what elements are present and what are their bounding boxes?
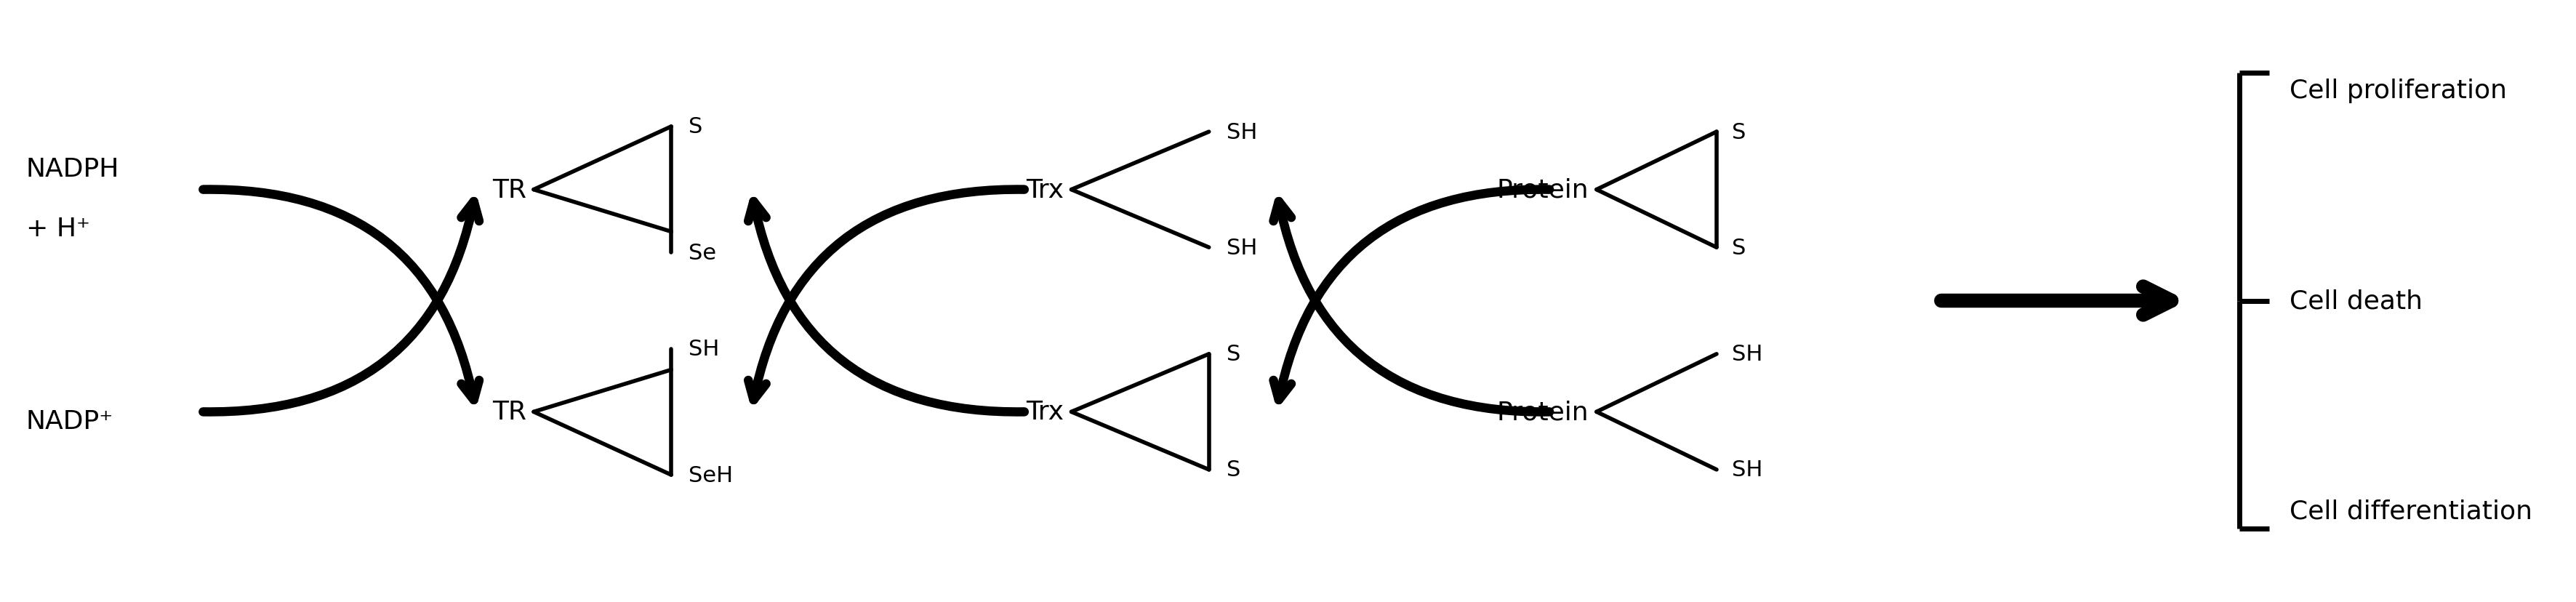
Text: NADP⁺: NADP⁺ bbox=[26, 409, 113, 433]
Text: SeH: SeH bbox=[688, 465, 734, 486]
Text: Cell proliferation: Cell proliferation bbox=[2290, 79, 2506, 104]
Text: S: S bbox=[688, 116, 703, 137]
Text: Trx: Trx bbox=[1025, 400, 1064, 424]
Text: Protein: Protein bbox=[1497, 178, 1589, 202]
Text: Protein: Protein bbox=[1497, 400, 1589, 424]
Text: TR: TR bbox=[492, 178, 526, 202]
Text: SH: SH bbox=[1226, 122, 1257, 143]
Text: + H⁺: + H⁺ bbox=[26, 217, 90, 241]
Text: Cell death: Cell death bbox=[2290, 288, 2421, 314]
Text: S: S bbox=[1226, 344, 1242, 365]
Text: TR: TR bbox=[492, 400, 526, 424]
Text: NADPH: NADPH bbox=[26, 157, 118, 181]
Text: S: S bbox=[1226, 459, 1242, 480]
Text: SH: SH bbox=[1731, 344, 1762, 365]
Text: S: S bbox=[1731, 237, 1747, 258]
Text: Trx: Trx bbox=[1025, 178, 1064, 202]
Text: SH: SH bbox=[688, 338, 719, 359]
Text: SH: SH bbox=[1731, 459, 1762, 480]
Text: Se: Se bbox=[688, 243, 716, 264]
Text: Cell differentiation: Cell differentiation bbox=[2290, 498, 2532, 523]
Text: S: S bbox=[1731, 122, 1747, 143]
Text: SH: SH bbox=[1226, 237, 1257, 258]
